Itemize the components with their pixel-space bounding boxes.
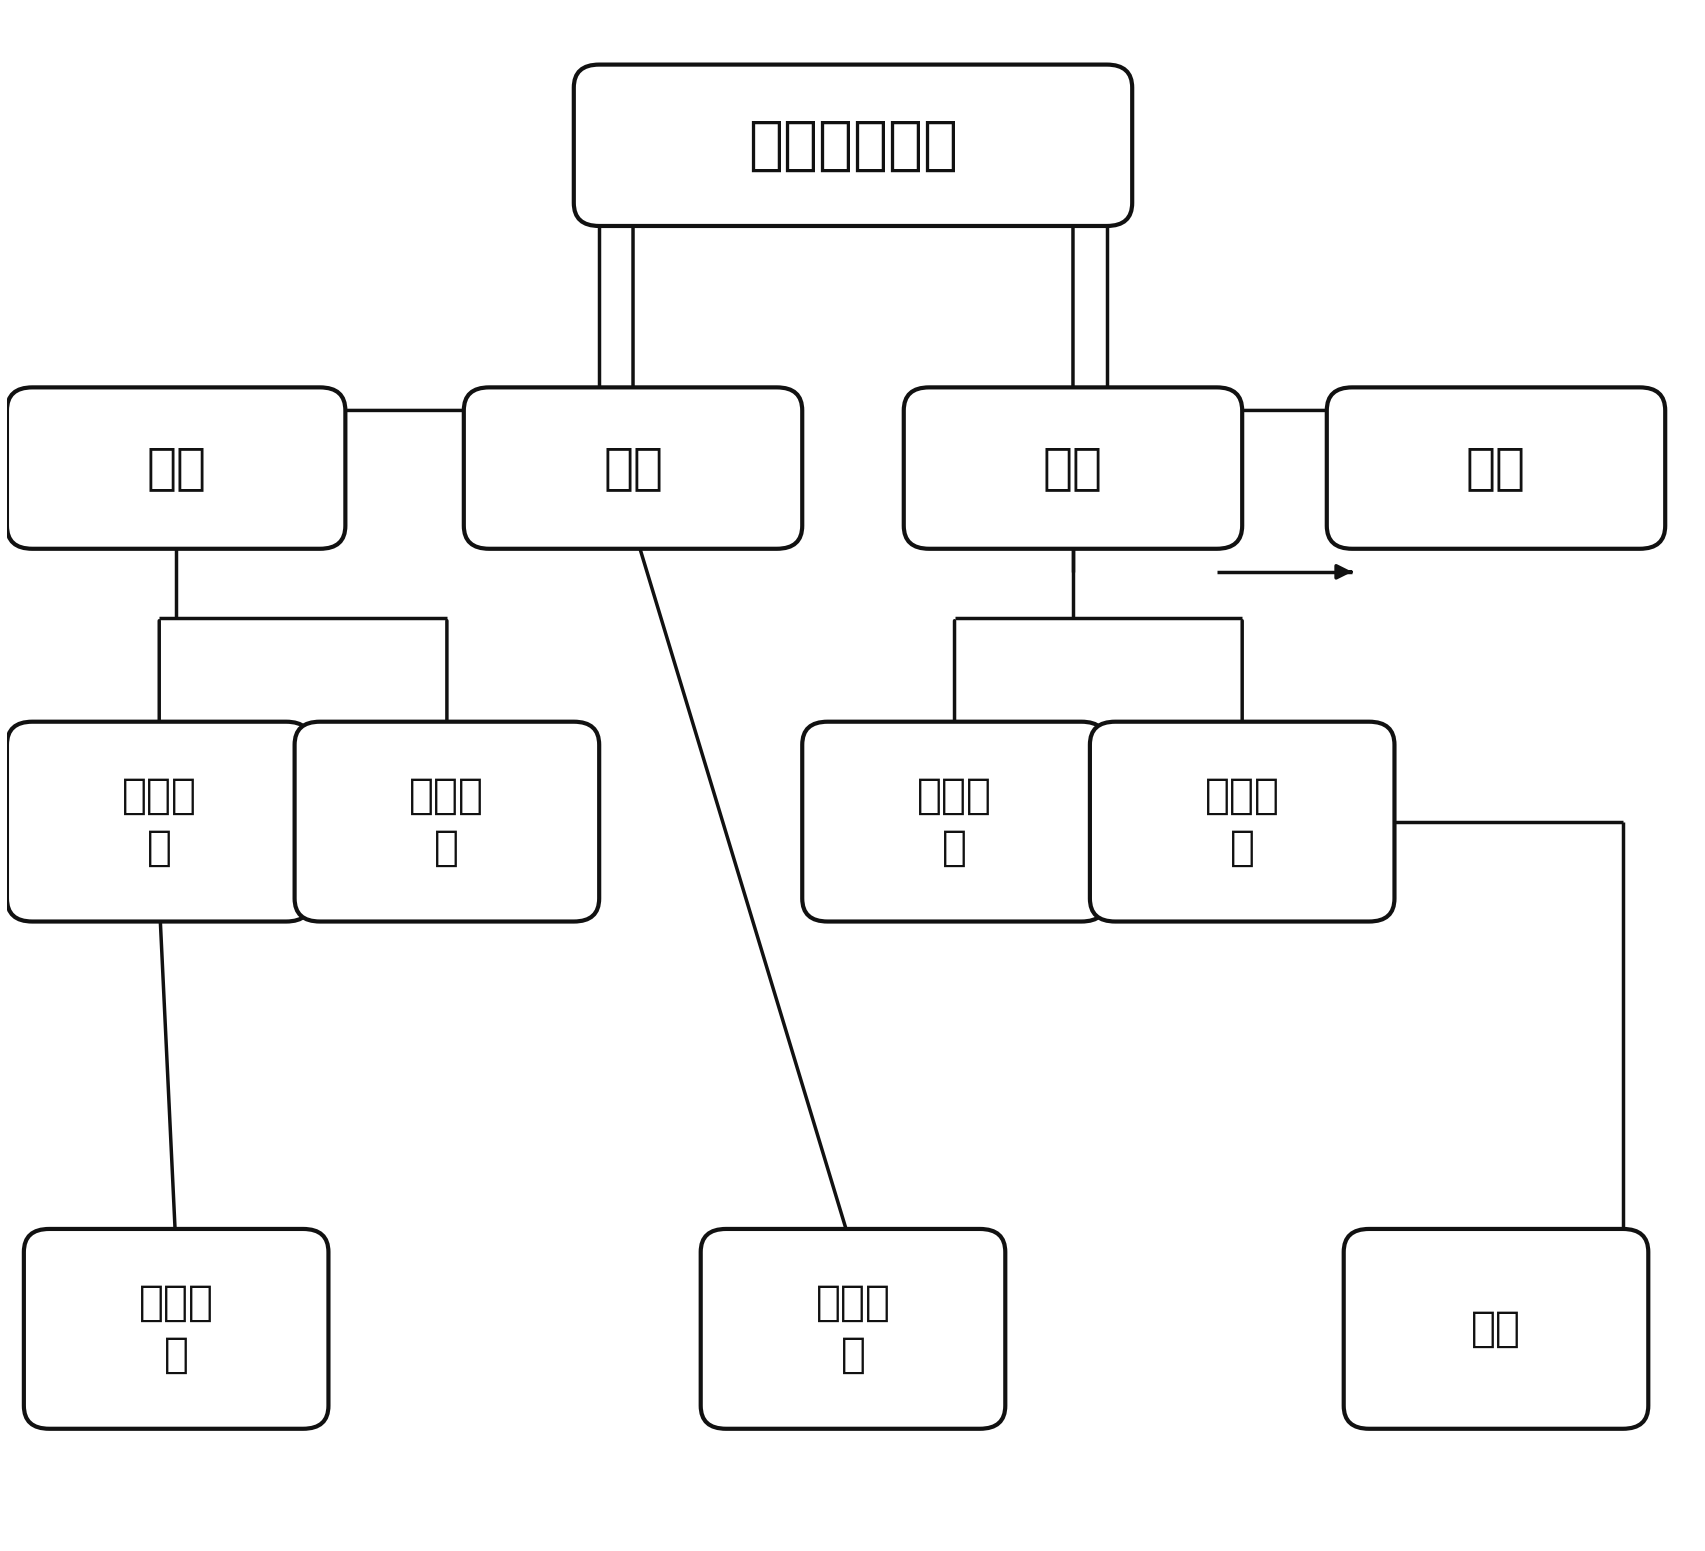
Text: 第一种
条: 第一种 条	[138, 1283, 213, 1376]
Text: 其它: 其它	[1470, 1307, 1521, 1349]
FancyBboxPatch shape	[801, 721, 1107, 921]
FancyBboxPatch shape	[904, 388, 1241, 549]
Text: 第二种
丝: 第二种 丝	[409, 774, 484, 869]
FancyBboxPatch shape	[7, 388, 344, 549]
Text: 条类: 条类	[602, 444, 663, 492]
Text: 棉花异性纤维: 棉花异性纤维	[747, 116, 958, 174]
Text: 第一种
片: 第一种 片	[917, 774, 991, 869]
FancyBboxPatch shape	[7, 721, 312, 921]
FancyBboxPatch shape	[1344, 1228, 1647, 1428]
Text: 丝类: 丝类	[147, 444, 206, 492]
Text: 其它: 其它	[1465, 444, 1524, 492]
FancyBboxPatch shape	[701, 1228, 1004, 1428]
FancyBboxPatch shape	[573, 65, 1132, 226]
Text: 第二种
片: 第二种 片	[1204, 774, 1279, 869]
FancyBboxPatch shape	[295, 721, 598, 921]
Text: 第二种
条: 第二种 条	[815, 1283, 890, 1376]
FancyBboxPatch shape	[464, 388, 801, 549]
FancyBboxPatch shape	[1326, 388, 1664, 549]
Text: 片类: 片类	[1042, 444, 1103, 492]
Text: 第一种
丝: 第一种 丝	[121, 774, 196, 869]
FancyBboxPatch shape	[1089, 721, 1393, 921]
FancyBboxPatch shape	[24, 1228, 329, 1428]
